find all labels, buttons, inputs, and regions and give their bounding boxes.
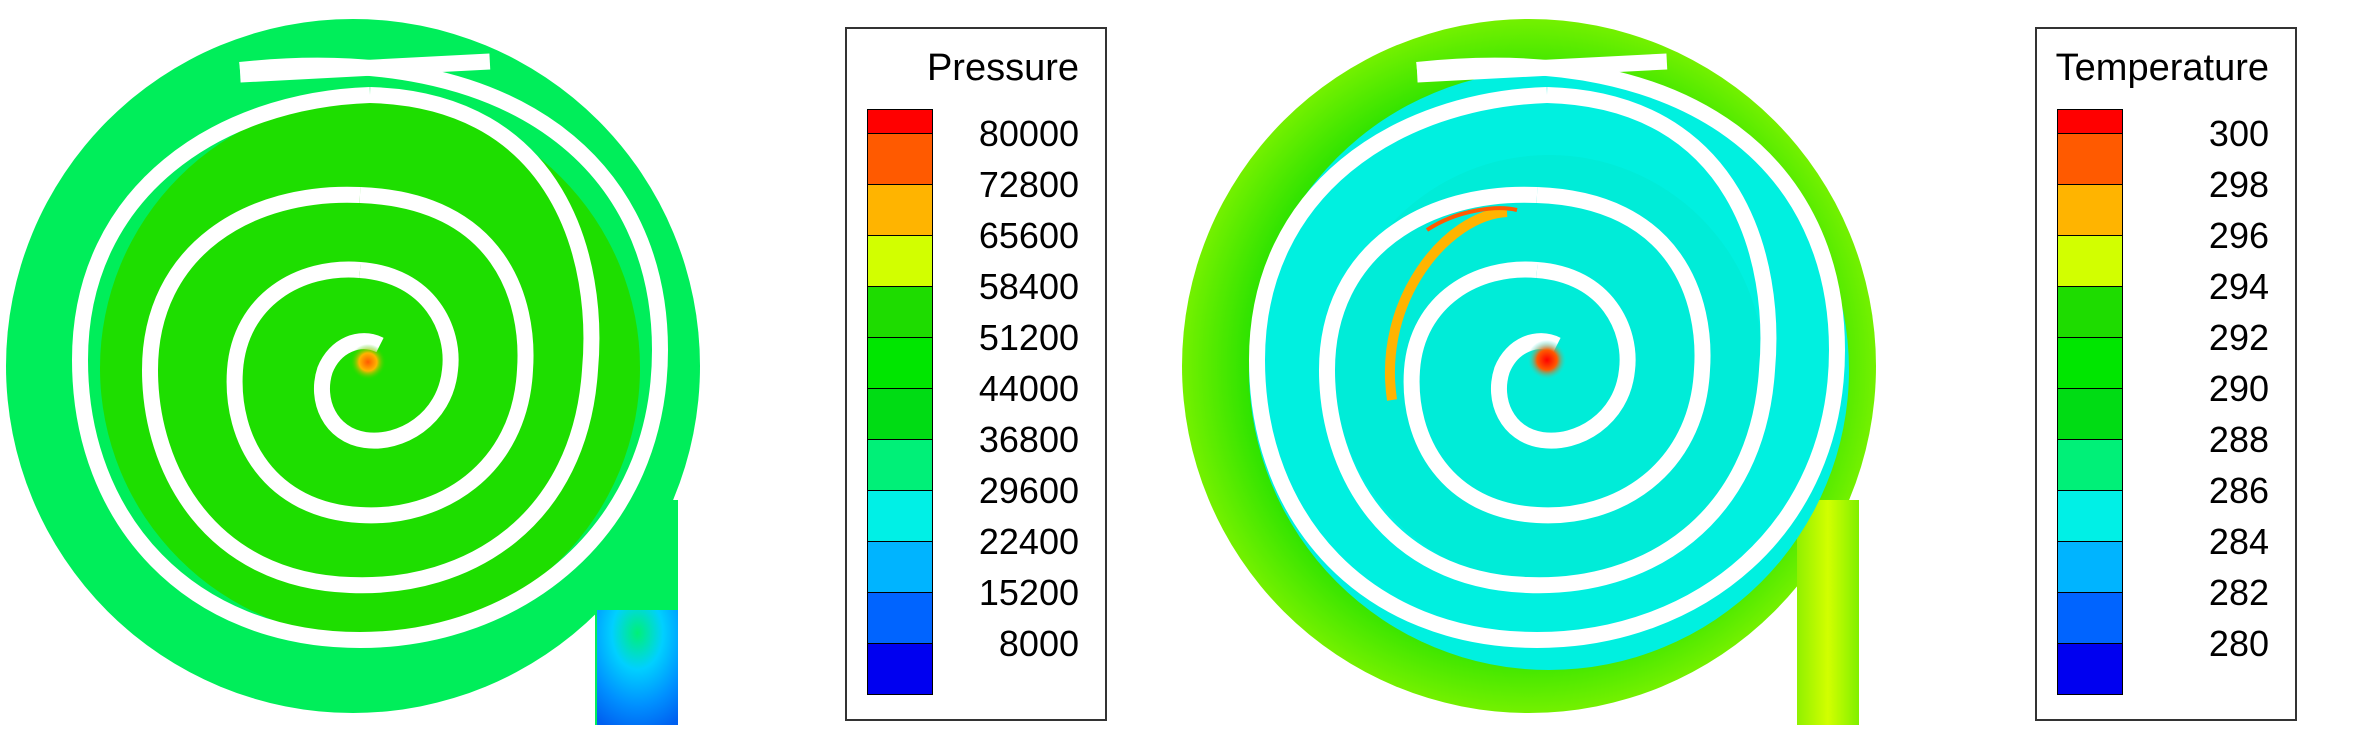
pressure-outlet-low-region [597, 610, 678, 725]
pressure-legend-swatch [867, 287, 933, 338]
temperature-legend-tick-label: 298 [2208, 164, 2269, 205]
pressure-legend-swatch [867, 644, 933, 695]
pressure-legend-tick-label: 15200 [978, 572, 1079, 613]
pressure-legend-swatch [867, 236, 933, 287]
pressure-legend-tick-label: 36800 [978, 419, 1079, 460]
temperature-panel: Temperature 300 298 296 294 292 290 288 286 284 2… [1177, 0, 2354, 741]
pressure-legend-tick-label: 29600 [978, 470, 1079, 511]
pressure-legend-swatch [867, 440, 933, 491]
temperature-scroll-wrap-mid [1318, 87, 1777, 594]
temperature-legend-swatch [2057, 542, 2123, 593]
temperature-legend-tick-label: 282 [2208, 572, 2269, 613]
pressure-legend-swatch [867, 109, 933, 134]
pressure-panel: Pressure 80000 72800 65600 58400 51200 44000 3… [6, 19, 1107, 725]
temperature-legend-swatch [2057, 644, 2123, 695]
pressure-legend-tick-label: 8000 [998, 623, 1079, 664]
temperature-legend-swatch [2057, 389, 2123, 440]
temperature-legend-tick-label: 288 [2208, 419, 2269, 460]
temperature-legend: Temperature 300 298 296 294 292 290 288 286 284 2… [2035, 27, 2297, 721]
temperature-legend-swatch [2057, 185, 2123, 236]
temperature-legend-tick-label: 280 [2208, 623, 2269, 664]
pressure-legend-tick-label: 44000 [978, 368, 1079, 409]
temperature-legend-tick-label: 296 [2208, 215, 2269, 256]
pressure-hotspot [350, 344, 386, 380]
pressure-scroll-wrap-outer [71, 57, 669, 649]
temperature-legend-tick-label: 292 [2208, 317, 2269, 358]
pressure-legend-swatch [867, 134, 933, 185]
temperature-legend-swatch [2057, 287, 2123, 338]
temperature-scroll-wrap-outer [1248, 57, 1846, 649]
temperature-hotspot [1527, 340, 1567, 380]
pressure-scroll-wrap-core [313, 262, 459, 449]
temperature-legend-swatch [2057, 593, 2123, 644]
temperature-legend-swatch [2057, 440, 2123, 491]
temperature-contour-plot [1182, 19, 1876, 725]
temperature-legend-swatch [2057, 491, 2123, 542]
temperature-scroll-wrap-inner [1403, 187, 1711, 524]
pressure-legend-swatch [867, 185, 933, 236]
temperature-legend-swatch [2057, 236, 2123, 287]
temperature-legend-tick-label: 300 [2208, 113, 2269, 154]
pressure-contour-plot [6, 19, 700, 725]
pressure-legend-swatch [867, 491, 933, 542]
pressure-legend-tick-label: 58400 [978, 266, 1079, 307]
pressure-legend: Pressure 80000 72800 65600 58400 51200 44000 3… [845, 27, 1107, 721]
pressure-top-gap [239, 53, 491, 83]
pressure-legend-tick-label: 72800 [978, 164, 1079, 205]
temperature-legend-swatch [2057, 134, 2123, 185]
pressure-legend-swatch [867, 542, 933, 593]
pressure-legend-swatch [867, 593, 933, 644]
temperature-legend-tick-label: 294 [2208, 266, 2269, 307]
temperature-hot-arc [1425, 206, 1518, 232]
pressure-legend-title: Pressure [926, 47, 1079, 89]
temperature-legend-tick-label: 284 [2208, 521, 2269, 562]
pressure-legend-tick-label: 51200 [978, 317, 1079, 358]
temperature-legend-tick-label: 290 [2208, 368, 2269, 409]
temperature-scroll-wrap-core [1490, 262, 1636, 449]
pressure-legend-tick-label: 65600 [978, 215, 1079, 256]
pressure-legend-swatch [867, 338, 933, 389]
temperature-warm-arc [1385, 207, 1508, 401]
temperature-top-gap [1416, 53, 1668, 83]
temperature-legend-tick-label: 286 [2208, 470, 2269, 511]
pressure-legend-swatch [867, 389, 933, 440]
temperature-legend-swatch [2057, 109, 2123, 134]
temperature-outlet-duct [1797, 500, 1859, 725]
pressure-scroll-wrap-mid [141, 87, 600, 594]
pressure-legend-tick-label: 80000 [978, 113, 1079, 154]
pressure-scroll-wrap-inner [226, 187, 534, 524]
pressure-legend-tick-label: 22400 [978, 521, 1079, 562]
temperature-legend-title: Temperature [2055, 47, 2269, 89]
temperature-legend-swatch [2057, 338, 2123, 389]
